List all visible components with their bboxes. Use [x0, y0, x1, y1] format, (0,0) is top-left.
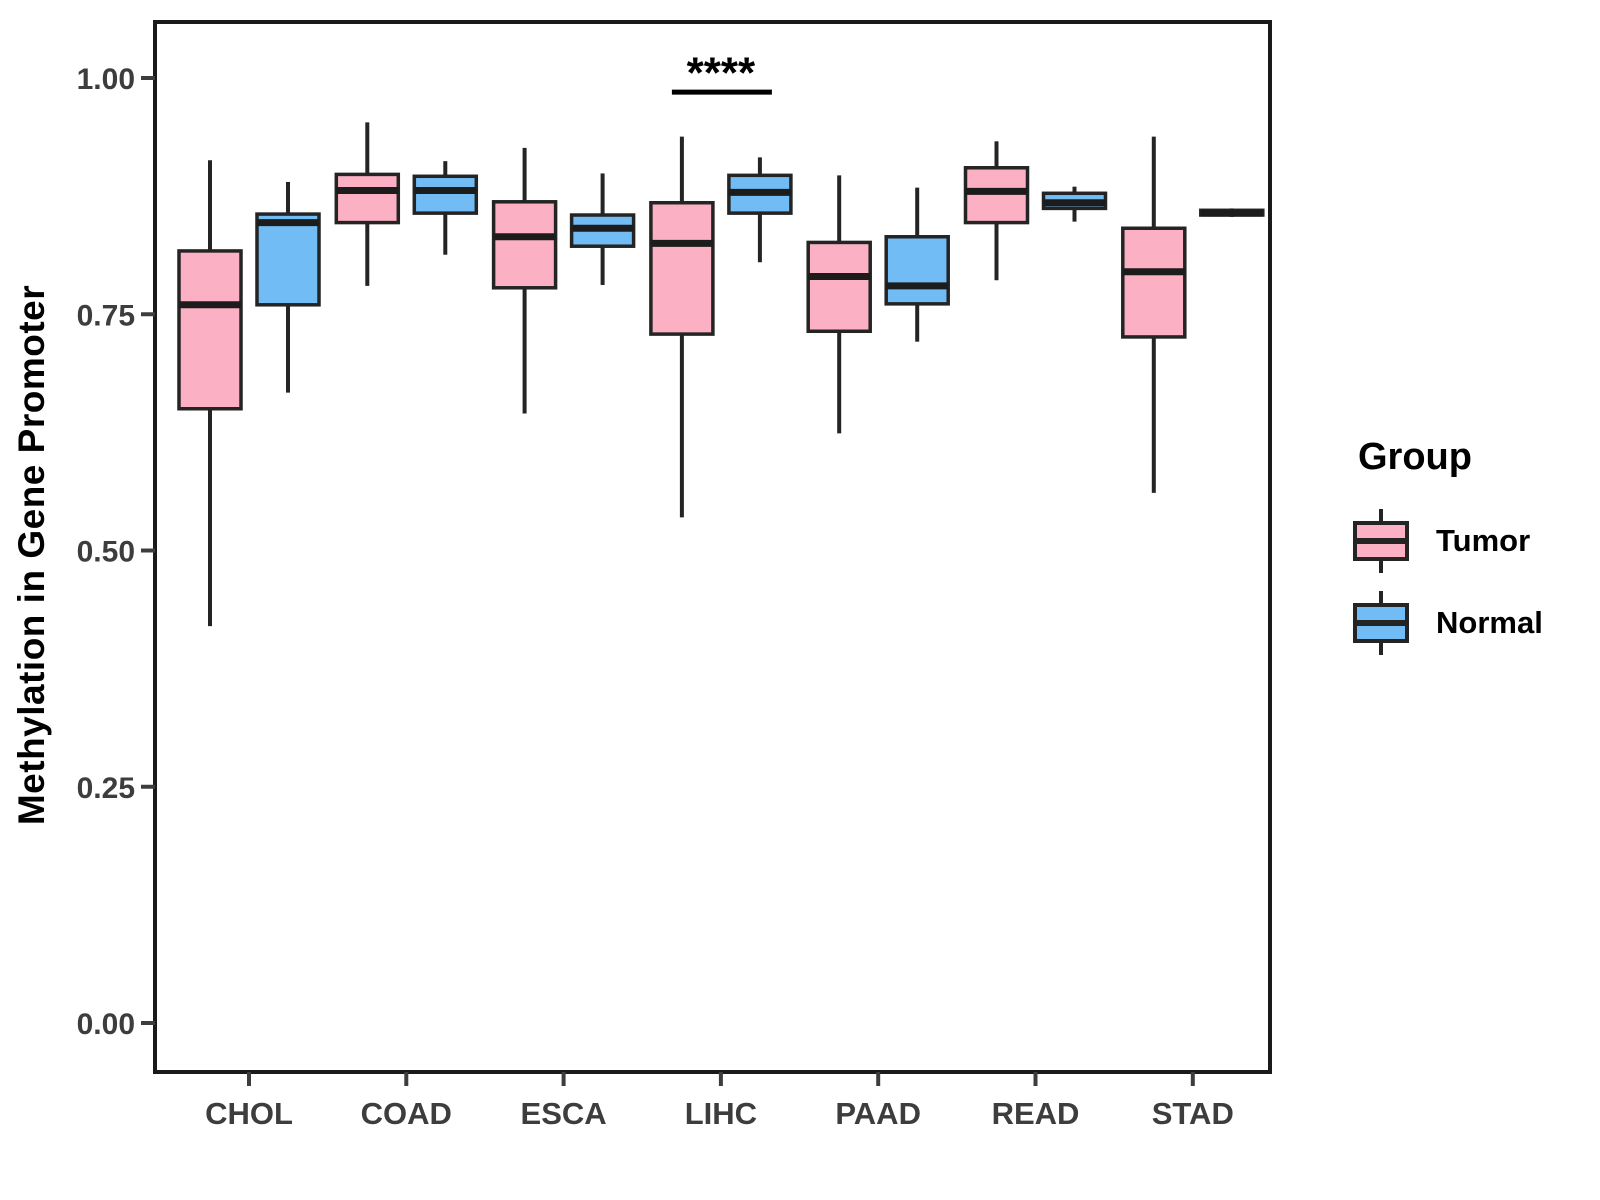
panel-border	[153, 20, 1272, 1074]
box-tumor-coad	[334, 172, 401, 225]
x-tick-label: LIHC	[685, 1096, 757, 1131]
box-tumor-esca	[491, 200, 558, 290]
x-tick-label: STAD	[1152, 1096, 1234, 1131]
legend-label-normal: Normal	[1436, 605, 1543, 640]
y-tick-label: 0.75	[77, 299, 135, 332]
legend-title: Group	[1358, 436, 1472, 478]
legend: Group Tumor Normal	[1352, 436, 1543, 657]
x-tick-label: ESCA	[521, 1096, 607, 1131]
box-tumor-paad	[806, 240, 872, 334]
box-tumor-chol	[177, 249, 243, 411]
box-tumor-stad	[1121, 226, 1187, 339]
y-tick-label: 0.50	[77, 536, 135, 569]
tumor-boxplot-glyph	[1353, 509, 1409, 573]
legend-entry-tumor: Tumor	[1352, 507, 1543, 575]
legend-label-tumor: Tumor	[1436, 523, 1531, 558]
box-normal-coad	[412, 174, 479, 215]
y-tick-label: 1.00	[77, 63, 135, 96]
box-normal-chol	[255, 212, 321, 307]
box-tumor-lihc	[649, 200, 715, 336]
legend-entry-normal: Normal	[1352, 589, 1543, 657]
significance-stars: ****	[687, 48, 756, 97]
y-axis-title: Methylation in Gene Promoter	[11, 284, 52, 826]
x-tick-label: READ	[992, 1096, 1080, 1131]
box-normal-paad	[884, 235, 950, 306]
y-tick-label: 0.00	[77, 1008, 135, 1041]
box-tumor-read	[963, 166, 1030, 225]
x-tick-label: CHOL	[205, 1096, 293, 1131]
normal-boxplot-glyph	[1353, 591, 1409, 655]
x-tick-label: PAAD	[835, 1096, 921, 1131]
x-tick-label: COAD	[361, 1096, 452, 1131]
y-tick-label: 0.25	[77, 772, 135, 805]
